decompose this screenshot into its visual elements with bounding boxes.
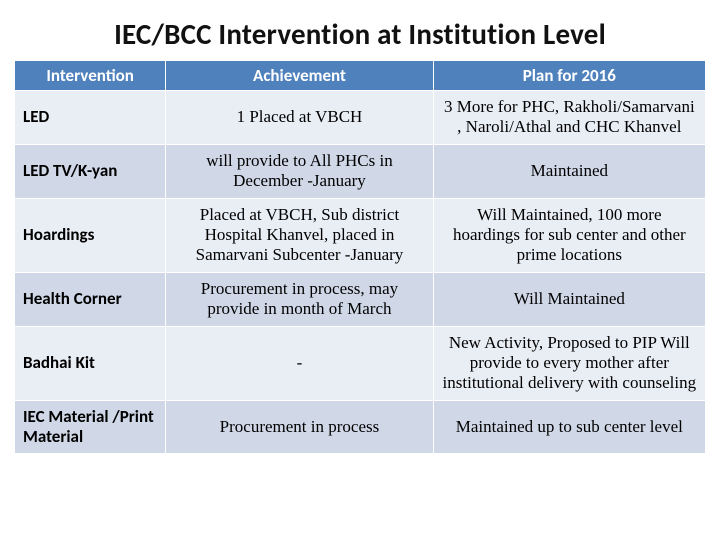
cell-plan: New Activity, Proposed to PIP Will provi…	[433, 326, 705, 400]
cell-intervention: Badhai Kit	[15, 326, 166, 400]
table-header-row: Intervention Achievement Plan for 2016	[15, 61, 706, 91]
col-header-intervention: Intervention	[15, 61, 166, 91]
cell-plan: Will Maintained	[433, 272, 705, 326]
table-row: Health Corner Procurement in process, ma…	[15, 272, 706, 326]
cell-intervention: IEC Material /Print Material	[15, 400, 166, 454]
table-row: IEC Material /Print Material Procurement…	[15, 400, 706, 454]
cell-intervention: Hoardings	[15, 198, 166, 272]
intervention-table: Intervention Achievement Plan for 2016 L…	[14, 60, 706, 454]
cell-intervention: LED	[15, 91, 166, 145]
cell-achievement: Procurement in process	[166, 400, 433, 454]
table-row: Badhai Kit - New Activity, Proposed to P…	[15, 326, 706, 400]
cell-achievement: Placed at VBCH, Sub district Hospital Kh…	[166, 198, 433, 272]
cell-plan: 3 More for PHC, Rakholi/Samarvani , Naro…	[433, 91, 705, 145]
cell-achievement: 1 Placed at VBCH	[166, 91, 433, 145]
slide: IEC/BCC Intervention at Institution Leve…	[0, 0, 720, 540]
cell-plan: Maintained	[433, 144, 705, 198]
cell-intervention: LED TV/K-yan	[15, 144, 166, 198]
cell-plan: Will Maintained, 100 more hoardings for …	[433, 198, 705, 272]
table-row: Hoardings Placed at VBCH, Sub district H…	[15, 198, 706, 272]
cell-achievement: -	[166, 326, 433, 400]
cell-achievement: will provide to All PHCs in December -Ja…	[166, 144, 433, 198]
table-row: LED 1 Placed at VBCH 3 More for PHC, Rak…	[15, 91, 706, 145]
cell-intervention: Health Corner	[15, 272, 166, 326]
table-row: LED TV/K-yan will provide to All PHCs in…	[15, 144, 706, 198]
cell-plan: Maintained up to sub center level	[433, 400, 705, 454]
col-header-plan: Plan for 2016	[433, 61, 705, 91]
col-header-achievement: Achievement	[166, 61, 433, 91]
slide-title: IEC/BCC Intervention at Institution Leve…	[14, 10, 706, 60]
cell-achievement: Procurement in process, may provide in m…	[166, 272, 433, 326]
